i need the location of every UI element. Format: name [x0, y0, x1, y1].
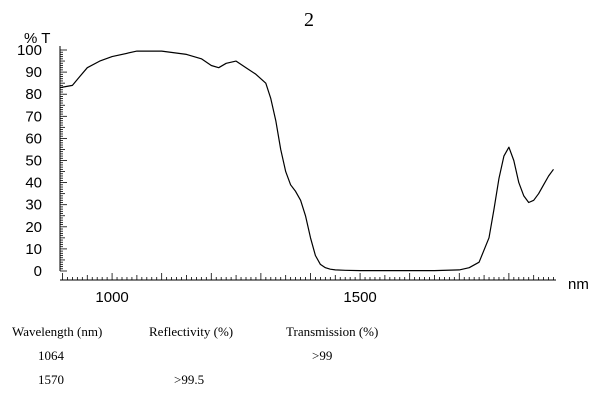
y-tick-label: 40: [25, 175, 42, 192]
y-tick-label: 20: [25, 219, 42, 236]
series-group: [59, 50, 554, 272]
y-tick-label: 90: [25, 64, 42, 81]
y-tick-label: 10: [25, 241, 42, 258]
axes: [59, 46, 556, 281]
table-row: 1570 >99.5: [12, 372, 432, 396]
y-tick-label: 0: [34, 263, 42, 280]
cell-reflectivity: >99.5: [174, 372, 205, 387]
table-header-row: Wavelength (nm) Reflectivity (%) Transmi…: [12, 324, 432, 348]
y-tick-label: 60: [25, 130, 42, 147]
x-tick-label: 1000: [95, 289, 128, 306]
y-axis-label: % T: [24, 30, 50, 47]
x-axis-label: nm: [568, 276, 589, 293]
cell-transmission: >99: [312, 348, 333, 363]
x-tick-label: 1500: [343, 289, 376, 306]
table-row: 1064 >99: [12, 348, 432, 372]
y-tick-label: 70: [25, 108, 42, 125]
y-tick-label: 80: [25, 86, 42, 103]
y-tick-label: 100: [17, 42, 42, 59]
header-transmission: Transmission (%): [286, 324, 379, 339]
y-tick-label: 30: [25, 197, 42, 214]
series-line-0: [59, 50, 554, 272]
header-wavelength: Wavelength (nm): [12, 324, 103, 339]
x-axis-ticks: 1000 1500: [62, 273, 554, 306]
y-axis-ticks: 0 10 20 30 40 50 60 70 80 90 100: [17, 42, 67, 280]
spec-table: Wavelength (nm) Reflectivity (%) Transmi…: [12, 324, 432, 396]
y-tick-label: 50: [25, 153, 42, 170]
chart-title: 2: [304, 9, 314, 31]
header-reflectivity: Reflectivity (%): [149, 324, 234, 339]
transmission-chart: 2 % T nm 0 10 20 30 40 50 60 70 80 90 100 1000 1500: [17, 9, 589, 306]
cell-wavelength: 1570: [38, 372, 64, 387]
cell-wavelength: 1064: [38, 348, 64, 363]
